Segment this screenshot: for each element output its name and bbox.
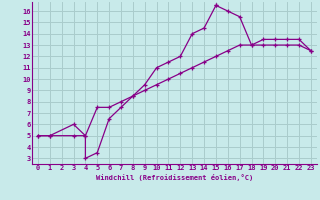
X-axis label: Windchill (Refroidissement éolien,°C): Windchill (Refroidissement éolien,°C)	[96, 174, 253, 181]
